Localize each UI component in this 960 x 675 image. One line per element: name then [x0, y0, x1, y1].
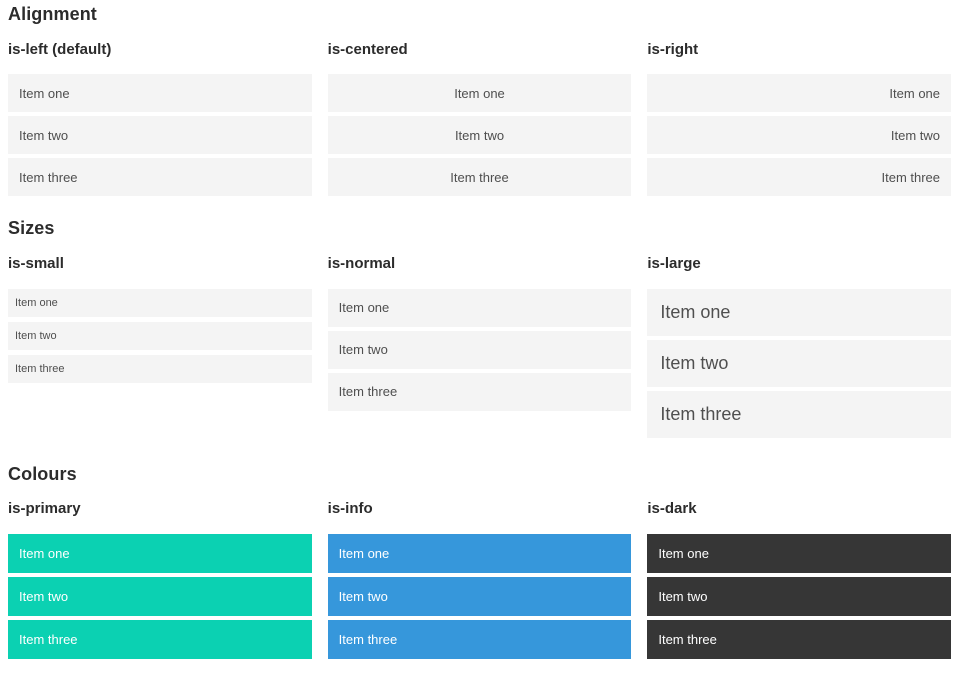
list-item: Item three — [327, 619, 632, 659]
group-is-info: is-info Item one Item two Item three — [327, 500, 632, 663]
list-item: Item two — [327, 330, 632, 369]
list-dark: Item one Item two Item three — [647, 533, 952, 659]
list-item: Item two — [327, 116, 632, 155]
list-item: Item three — [647, 619, 952, 659]
list-item: Item three — [647, 158, 952, 197]
list-small: Item one Item two Item three — [8, 288, 312, 383]
section-sizes: Sizes is-small Item one Item two Item th… — [8, 218, 952, 442]
list-item: Item one — [327, 533, 632, 573]
group-label-is-large: is-large — [647, 255, 701, 273]
group-is-left: is-left (default) Item one Item two Item… — [8, 40, 312, 197]
list-item: Item one — [647, 533, 952, 573]
list-item: Item two — [647, 116, 952, 155]
list-center-aligned: Item one Item two Item three — [327, 74, 632, 197]
list-item: Item three — [8, 619, 312, 659]
group-is-primary: is-primary Item one Item two Item three — [8, 501, 312, 663]
group-is-right: is-right Item one Item two Item three — [647, 40, 952, 197]
sizes-columns: is-small Item one Item two Item three is… — [8, 255, 952, 442]
list-primary: Item one Item two Item three — [8, 533, 312, 659]
group-label-is-dark: is-dark — [647, 500, 697, 518]
section-title-colours: Colours — [8, 463, 77, 484]
list-item: Item three — [647, 390, 952, 438]
list-item: Item one — [8, 288, 312, 317]
list-normal: Item one Item two Item three — [327, 288, 632, 411]
group-is-large: is-large Item one Item two Item three — [647, 255, 952, 442]
list-item: Item two — [327, 576, 632, 616]
alignment-columns: is-left (default) Item one Item two Item… — [8, 40, 952, 197]
list-item: Item one — [327, 74, 632, 113]
list-right-aligned: Item one Item two Item three — [647, 74, 952, 197]
list-left-aligned: Item one Item two Item three — [8, 74, 312, 197]
group-label-is-primary: is-primary — [8, 500, 81, 518]
group-label-is-small: is-small — [8, 255, 64, 273]
list-item: Item three — [327, 372, 632, 411]
group-label-is-normal: is-normal — [327, 255, 396, 273]
list-item: Item two — [8, 116, 312, 155]
list-info: Item one Item two Item three — [327, 533, 632, 659]
list-large: Item one Item two Item three — [647, 288, 952, 438]
list-item: Item one — [8, 74, 312, 113]
group-label-is-centered: is-centered — [327, 40, 408, 58]
section-title-alignment: Alignment — [8, 4, 97, 24]
list-item: Item three — [327, 158, 632, 197]
group-label-is-left: is-left (default) — [8, 40, 112, 58]
list-item: Item three — [8, 158, 312, 197]
colours-columns: is-primary Item one Item two Item three … — [8, 500, 952, 663]
group-is-normal: is-normal Item one Item two Item three — [327, 255, 632, 411]
section-alignment: Alignment is-left (default) Item one Ite… — [8, 4, 952, 197]
section-title-sizes: Sizes — [8, 218, 55, 239]
list-item: Item two — [647, 339, 952, 387]
group-label-is-right: is-right — [647, 40, 699, 58]
section-colours: Colours is-primary Item one Item two Ite… — [8, 463, 952, 663]
group-is-small: is-small Item one Item two Item three — [8, 256, 312, 388]
list-item: Item one — [327, 288, 632, 327]
list-item: Item two — [8, 576, 312, 616]
list-item: Item one — [647, 74, 952, 113]
group-label-is-info: is-info — [327, 500, 373, 518]
list-item: Item two — [647, 576, 952, 616]
list-item: Item two — [8, 321, 312, 350]
list-item: Item three — [8, 354, 312, 383]
list-item: Item one — [647, 288, 952, 336]
group-is-dark: is-dark Item one Item two Item three — [647, 500, 952, 663]
list-item: Item one — [8, 533, 312, 573]
group-is-centered: is-centered Item one Item two Item three — [327, 40, 632, 197]
